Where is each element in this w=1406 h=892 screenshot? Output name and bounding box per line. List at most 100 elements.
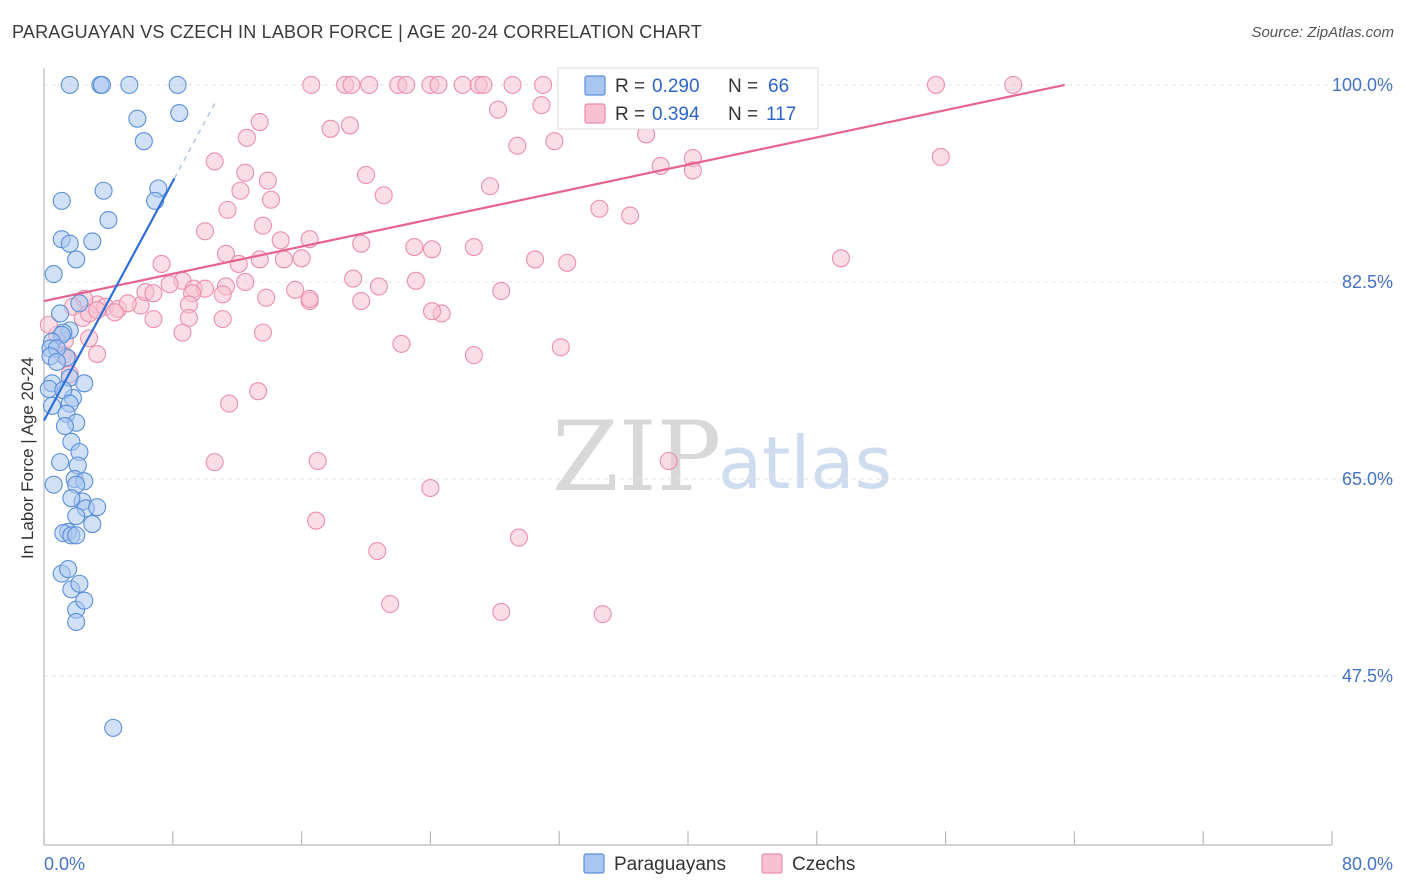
czech-point bbox=[253, 323, 273, 342]
czech-point bbox=[308, 451, 327, 471]
legend-r-value-czechs: 0.394 bbox=[652, 104, 700, 125]
czech-point bbox=[250, 113, 269, 132]
czech-point bbox=[374, 186, 393, 205]
paraguayan-point bbox=[51, 453, 70, 472]
czech-point bbox=[307, 511, 326, 530]
series-czechs bbox=[39, 75, 1023, 624]
czech-point bbox=[360, 75, 379, 94]
czech-point bbox=[405, 237, 424, 257]
y-tick-label: 100.0% bbox=[1332, 75, 1393, 95]
paraguayan-point bbox=[67, 507, 86, 526]
y-tick-label: 65.0% bbox=[1342, 469, 1393, 489]
paraguayan-point bbox=[67, 250, 86, 269]
czech-point bbox=[488, 100, 508, 119]
paraguayan-point bbox=[62, 489, 81, 508]
paraguayan-point bbox=[60, 75, 79, 94]
czech-point bbox=[683, 161, 702, 180]
watermark: ZIP atlas bbox=[552, 401, 892, 513]
y-axis-label: In Labor Force | Age 20-24 bbox=[18, 357, 37, 559]
czech-point bbox=[620, 206, 640, 225]
czech-point bbox=[352, 292, 371, 311]
paraguayan-point bbox=[104, 718, 123, 737]
czech-point bbox=[271, 231, 290, 250]
paraguayan-point bbox=[168, 75, 187, 94]
czech-point bbox=[453, 75, 472, 94]
czech-point bbox=[532, 96, 551, 115]
y-tick-label: 82.5% bbox=[1342, 272, 1393, 292]
czech-point bbox=[88, 344, 107, 364]
paraguayan-point bbox=[52, 191, 71, 210]
czech-point bbox=[392, 334, 411, 353]
watermark-atlas: atlas bbox=[718, 421, 892, 505]
czech-point bbox=[429, 75, 448, 94]
czech-point bbox=[213, 285, 232, 304]
paraguayan-trend-line bbox=[43, 177, 176, 421]
czech-point bbox=[421, 478, 440, 498]
czech-trend-line bbox=[43, 83, 1065, 303]
czech-point bbox=[144, 284, 163, 303]
czech-point bbox=[302, 75, 321, 94]
paraguayan-point bbox=[59, 560, 78, 579]
czech-point bbox=[105, 303, 124, 322]
legend-n-value-paraguayans: 66 bbox=[768, 76, 789, 97]
paraguayan-point bbox=[75, 374, 94, 393]
czech-point bbox=[551, 338, 570, 357]
czech-point bbox=[300, 289, 319, 308]
paraguayan-point bbox=[67, 526, 86, 545]
czech-point bbox=[195, 222, 215, 241]
paraguayan-point bbox=[44, 475, 63, 494]
czech-point bbox=[464, 237, 483, 257]
paraguayan-point bbox=[60, 234, 79, 253]
czech-point bbox=[205, 453, 224, 472]
czech-point bbox=[369, 277, 388, 296]
czech-point bbox=[1004, 75, 1023, 94]
paraguayan-point bbox=[51, 304, 70, 323]
paraguayan-point bbox=[70, 574, 89, 593]
czech-point bbox=[480, 177, 500, 196]
czech-point bbox=[474, 75, 493, 94]
x-tick-label-max: 80.0% bbox=[1342, 854, 1393, 874]
czech-point bbox=[422, 302, 442, 321]
czech-point bbox=[231, 181, 250, 200]
source-credit: Source: ZipAtlas.com bbox=[1251, 24, 1394, 41]
czech-point bbox=[931, 147, 950, 167]
legend-r-value-paraguayans: 0.290 bbox=[652, 76, 700, 97]
czech-point bbox=[558, 253, 577, 272]
czech-point bbox=[342, 75, 361, 94]
czech-point bbox=[236, 163, 255, 182]
czech-point bbox=[261, 190, 281, 209]
legend-n-label-czechs: N = bbox=[728, 104, 758, 125]
paraguayan-point bbox=[83, 515, 102, 534]
czech-point bbox=[253, 216, 273, 235]
czech-point bbox=[831, 249, 851, 268]
paraguayan-point bbox=[47, 352, 66, 371]
czech-point bbox=[236, 272, 255, 292]
czech-point bbox=[220, 394, 239, 413]
czech-point bbox=[152, 254, 171, 273]
bottom-legend-swatch-czechs bbox=[761, 853, 783, 874]
czech-point bbox=[237, 128, 256, 147]
czech-point bbox=[525, 250, 545, 269]
czech-point bbox=[464, 346, 483, 365]
legend-swatch-paraguayans bbox=[584, 75, 606, 96]
czech-point bbox=[205, 152, 224, 171]
czech-point bbox=[406, 271, 425, 290]
paraguayan-point bbox=[44, 265, 63, 284]
czech-point bbox=[160, 275, 179, 294]
legend-r-label-czechs: R = bbox=[615, 104, 645, 125]
czech-point bbox=[352, 234, 371, 253]
bottom-legend-swatch-paraguayans bbox=[583, 853, 605, 874]
series-paraguayans bbox=[39, 75, 189, 737]
x-tick-marks bbox=[43, 831, 1333, 845]
czech-point bbox=[381, 594, 400, 614]
paraguayan-point bbox=[70, 294, 89, 313]
czech-point bbox=[590, 199, 609, 218]
czech-point bbox=[286, 280, 305, 299]
paraguayan-point bbox=[55, 417, 74, 436]
bottom-legend: Paraguayans Czechs bbox=[583, 853, 855, 875]
y-tick-label: 47.5% bbox=[1342, 666, 1393, 686]
paraguayan-point bbox=[170, 103, 189, 123]
y-tick-labels: 47.5% 65.0% 82.5% 100.0% bbox=[1332, 75, 1393, 686]
czech-point bbox=[508, 136, 527, 155]
